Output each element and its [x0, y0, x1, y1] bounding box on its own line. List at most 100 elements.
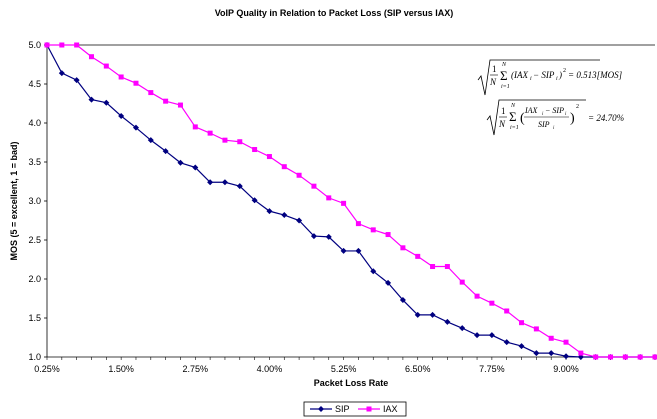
point-sip	[340, 247, 347, 254]
point-iax	[252, 147, 258, 153]
formula-1-sup: 2	[563, 68, 566, 74]
point-iax	[311, 183, 317, 189]
point-sip	[518, 343, 525, 350]
formula-2-inner-num-sub2: i	[565, 112, 567, 117]
point-iax	[370, 227, 376, 233]
point-sip	[548, 350, 555, 357]
point-iax	[192, 124, 198, 130]
formula-2-inner-den: SIP	[538, 120, 550, 129]
point-sip	[132, 124, 139, 131]
point-iax	[385, 232, 391, 238]
point-iax	[148, 90, 154, 96]
point-sip	[385, 279, 392, 286]
point-iax	[281, 164, 287, 170]
y-axis-title: MOS (5 = excellent, 1 = bad)	[9, 141, 19, 260]
point-sip	[88, 96, 95, 103]
y-tick-label: 3.0	[28, 196, 41, 206]
legend-marker-iax	[366, 406, 372, 412]
x-tick-label: 7.75%	[479, 364, 505, 374]
y-tick-label: 4.5	[28, 79, 41, 89]
formula-2-radical	[486, 99, 586, 136]
x-tick-label: 0.25%	[34, 364, 60, 374]
point-iax	[459, 279, 465, 285]
point-iax	[608, 354, 614, 360]
point-iax	[237, 139, 243, 145]
legend-label-sip: SIP	[335, 404, 350, 414]
point-sip	[58, 70, 65, 77]
formula-2-inner-num-mid: − SIP	[545, 106, 564, 115]
x-tick-group: 0.25% 1.50% 2.75% 4.00% 5.25% 6.50% 7.75% 9.00%	[34, 357, 656, 374]
point-sip	[251, 197, 258, 204]
formula-2-sum-bottom: i=1	[510, 125, 519, 131]
point-iax	[504, 308, 510, 314]
y-tick-label: 4.0	[28, 118, 41, 128]
point-iax	[519, 320, 525, 326]
point-iax	[207, 130, 213, 136]
point-sip	[162, 148, 169, 155]
formula-1-frac-den: N	[489, 77, 497, 87]
formula-1-radical	[477, 59, 600, 96]
y-tick-label: 2.0	[28, 274, 41, 284]
series-layer	[44, 42, 657, 360]
formula-2-sigma: Σ	[509, 109, 517, 124]
formula-2-close-paren: )	[570, 111, 575, 126]
point-iax	[266, 154, 272, 160]
point-iax	[444, 264, 450, 270]
point-sip	[399, 297, 406, 304]
point-sip	[281, 212, 288, 219]
point-iax	[59, 42, 65, 48]
y-tick-label: 2.5	[28, 235, 41, 245]
plot-area	[46, 44, 655, 358]
point-sip	[73, 77, 80, 84]
x-tick-label: 1.50%	[108, 364, 134, 374]
point-iax	[415, 253, 421, 259]
point-sip	[192, 164, 199, 171]
point-iax	[593, 354, 599, 360]
formula-2-open-paren: (	[520, 111, 525, 126]
x-tick-label: 2.75%	[183, 364, 209, 374]
formula-rmse-annotation: 1 N N Σ i=1 (IAX i − SIP i ) 2 = 0.513[M…	[477, 59, 623, 96]
point-iax	[296, 172, 302, 178]
point-iax	[177, 102, 183, 108]
point-sip	[221, 179, 228, 186]
point-iax	[533, 326, 539, 332]
point-sip	[236, 183, 243, 190]
point-sip	[444, 318, 451, 325]
formula-2-sum-top: N	[510, 103, 516, 109]
point-iax	[88, 54, 94, 60]
formula-1-sigma: Σ	[500, 68, 508, 83]
point-iax	[563, 339, 569, 345]
y-tick-label: 5.0	[28, 40, 41, 50]
point-sip	[147, 137, 154, 144]
x-tick-label: 9.00%	[553, 364, 579, 374]
point-sip	[177, 159, 184, 166]
x-tick-label: 4.00%	[257, 364, 283, 374]
x-axis-title: Packet Loss Rate	[314, 378, 389, 388]
formula-1-sum-bottom: i=1	[501, 84, 510, 90]
point-iax	[489, 300, 495, 306]
point-iax	[103, 63, 109, 69]
point-sip	[266, 208, 273, 215]
point-sip	[207, 179, 214, 186]
point-iax	[118, 74, 124, 80]
formula-1-frac-num: 1	[492, 64, 497, 74]
point-iax	[133, 80, 139, 86]
point-iax	[578, 350, 584, 356]
point-iax	[430, 264, 436, 270]
point-sip	[310, 233, 317, 240]
formula-2-sup: 2	[576, 104, 579, 110]
formula-1-close: )	[558, 70, 562, 80]
legend-marker-sip	[318, 406, 324, 412]
formula-1-iax: (IAX	[511, 70, 528, 80]
formula-1-sub-i: i	[530, 76, 532, 82]
formula-2-result: = 24.70%	[588, 113, 624, 123]
formula-relative-error-annotation: 1 N N Σ i=1 ( IAX i − SIP i SIP i ) 2 = …	[486, 99, 624, 136]
point-sip	[474, 332, 481, 339]
formula-2-frac-den: N	[498, 119, 506, 129]
formula-1-sum-top: N	[501, 62, 507, 68]
point-iax	[222, 137, 228, 143]
point-iax	[326, 195, 332, 201]
series-line-sip	[46, 44, 655, 358]
point-iax	[400, 245, 406, 251]
